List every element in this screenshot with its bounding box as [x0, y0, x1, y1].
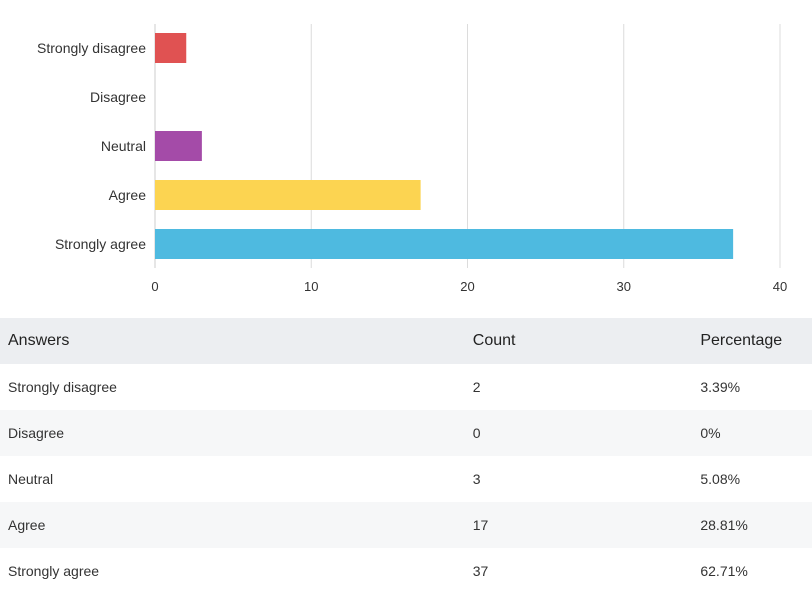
row-answer: Disagree — [0, 410, 473, 456]
row-answer: Strongly agree — [8, 563, 100, 579]
results-table: Answers Count Percentage Strongly disagr… — [0, 318, 812, 594]
table-row: Neutral 3 5.08% — [0, 456, 812, 502]
category-label: Strongly agree — [55, 236, 146, 252]
x-tick-label: 30 — [617, 279, 631, 294]
header-answers: Answers — [0, 318, 473, 364]
row-count: 17 — [472, 502, 701, 548]
table-header-row: Answers Count Percentage — [0, 318, 812, 364]
row-answer: Strongly disagree — [8, 379, 117, 395]
x-tick-label: 0 — [151, 279, 158, 294]
row-answer: Agree — [0, 502, 473, 548]
bar[interactable] — [155, 180, 421, 210]
table-row: Agree 17 28.81% — [0, 502, 812, 548]
category-label: Strongly disagree — [37, 40, 146, 56]
row-count: 2 — [472, 379, 481, 395]
bar[interactable] — [155, 229, 734, 259]
bar-chart: 0 10 20 30 40 Strongly disagree Disagree Neutra… — [37, 24, 787, 294]
category-label: Disagree — [90, 89, 146, 105]
category-label: Agree — [109, 187, 147, 203]
row-percentage: 28.81% — [700, 502, 812, 548]
bar[interactable] — [155, 131, 202, 161]
x-tick-label: 20 — [460, 279, 474, 294]
row-answer: Neutral — [8, 471, 54, 487]
row-count: 3 — [472, 471, 481, 487]
row-count: 0 — [472, 410, 701, 456]
row-percentage: 3.39% — [700, 379, 741, 395]
header-percentage: Percentage — [700, 318, 812, 364]
x-tick-label: 40 — [773, 279, 787, 294]
row-percentage: 5.08% — [700, 471, 741, 487]
row-percentage: 0% — [700, 410, 812, 456]
bar[interactable] — [155, 33, 187, 63]
header-count: Count — [472, 318, 701, 364]
table-row: Disagree 0 0% — [0, 410, 812, 456]
table-row: Strongly disagree 2 3.39% — [0, 364, 812, 410]
bar-chart-svg: 0 10 20 30 40 Strongly disagree Disagree Neutra… — [37, 24, 787, 294]
row-count: 37 — [472, 563, 489, 579]
table-row: Strongly agree 37 62.71% — [0, 548, 812, 594]
x-tick-label: 10 — [304, 279, 318, 294]
category-label: Neutral — [101, 138, 146, 154]
row-percentage: 62.71% — [700, 563, 748, 579]
